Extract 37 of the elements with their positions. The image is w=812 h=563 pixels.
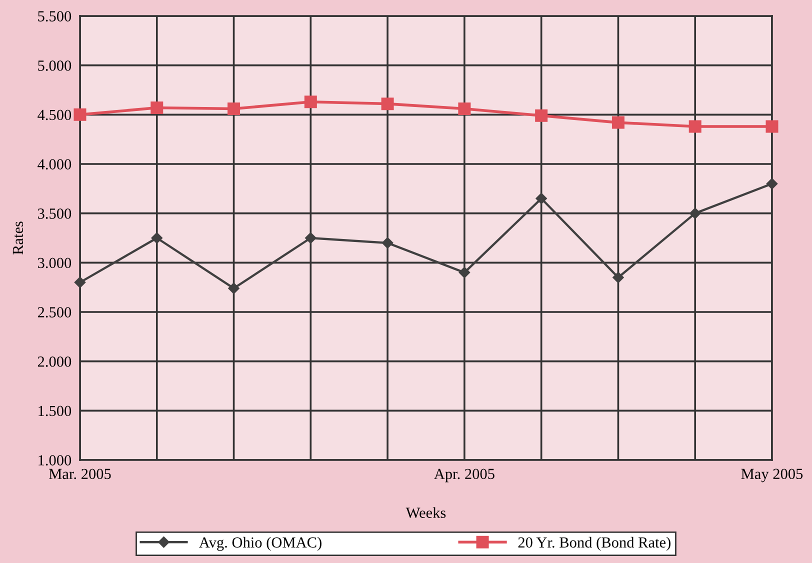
point bbox=[766, 178, 778, 190]
point bbox=[228, 282, 240, 294]
legend-label: Avg. Ohio (OMAC) bbox=[199, 536, 322, 551]
point bbox=[150, 102, 164, 114]
y-tick-label: 4.000 bbox=[38, 159, 72, 170]
point bbox=[74, 276, 86, 288]
y-tick-label: 4.500 bbox=[38, 110, 72, 120]
point bbox=[382, 237, 394, 249]
x-axis-title: Weeks bbox=[406, 507, 446, 518]
x-tick-label: May 2005 bbox=[741, 468, 803, 482]
point bbox=[228, 102, 240, 115]
y-tick-label: 5.500 bbox=[38, 11, 72, 22]
x-tick-label: Apr. 2005 bbox=[434, 468, 494, 482]
y-tick-label: 1.000 bbox=[38, 455, 72, 466]
point bbox=[458, 266, 470, 278]
y-tick-label: 3.000 bbox=[38, 258, 72, 268]
point bbox=[305, 232, 316, 244]
point bbox=[535, 109, 548, 122]
point bbox=[690, 208, 701, 219]
point bbox=[458, 102, 471, 115]
point bbox=[536, 192, 547, 204]
point bbox=[151, 232, 162, 244]
y-tick-label: 2.000 bbox=[38, 356, 72, 367]
point bbox=[612, 272, 624, 284]
point bbox=[766, 120, 778, 133]
point bbox=[74, 108, 86, 121]
y-tick-label: 3.500 bbox=[38, 208, 72, 219]
y-tick-label: 5.000 bbox=[38, 60, 72, 71]
point bbox=[381, 98, 394, 110]
point bbox=[612, 116, 624, 129]
y-axis-title: Rates bbox=[12, 222, 24, 255]
legend-label: 20 Yr. Bond (Bond Rate) bbox=[518, 536, 670, 551]
point bbox=[304, 96, 317, 108]
y-tick-label: 2.500 bbox=[38, 307, 72, 318]
point bbox=[688, 120, 702, 133]
y-tick-label: 1.500 bbox=[38, 406, 72, 416]
x-tick-label: Mar. 2005 bbox=[49, 468, 111, 480]
